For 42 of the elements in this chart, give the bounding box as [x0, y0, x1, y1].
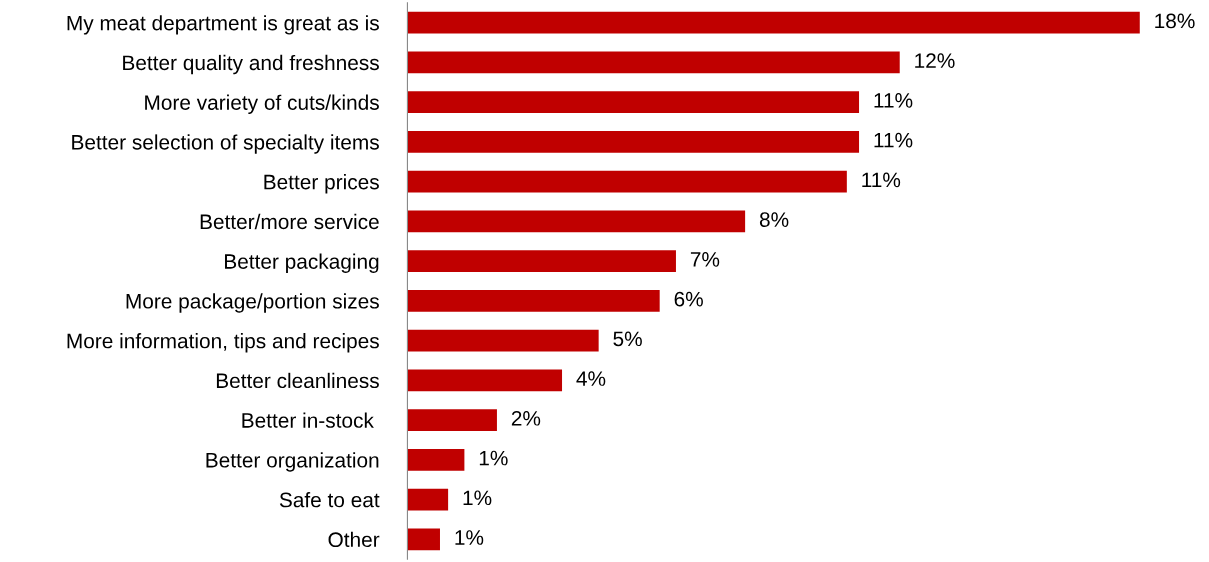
data-label: 4%: [576, 371, 606, 386]
y-tick-label: More variety of cuts/kinds: [145, 94, 379, 115]
y-tick-label: Better quality and freshness: [123, 54, 379, 75]
y-tick-label: More information, tips and recipes: [67, 333, 379, 353]
bar: [407, 329, 599, 352]
data-label: 2%: [511, 410, 541, 426]
data-label: 11%: [874, 93, 913, 108]
data-label: 5%: [613, 331, 642, 347]
y-tick-label: Better organization: [206, 452, 379, 472]
y-tick-label: Better in-stock: [242, 412, 374, 428]
bar: [407, 170, 847, 193]
data-label: 1%: [455, 530, 484, 545]
data-label: 11%: [874, 132, 913, 148]
bar: [407, 210, 746, 233]
y-tick-label: Better prices: [264, 174, 379, 194]
bar: [407, 130, 860, 153]
bar: [407, 51, 900, 74]
y-tick-label: Better cleanliness: [216, 372, 379, 389]
y-tick-label: Better packaging: [225, 253, 379, 273]
data-label: 18%: [1155, 13, 1195, 29]
bar: [407, 250, 676, 273]
data-label: 6%: [674, 291, 703, 307]
data-label: 8%: [759, 212, 789, 227]
data-label: 1%: [463, 490, 492, 506]
data-label: 7%: [690, 252, 720, 267]
y-tick-label: Other: [328, 531, 380, 548]
bar: [407, 409, 497, 432]
bar: [407, 91, 860, 114]
bar: [407, 11, 1140, 34]
bar: [407, 369, 563, 392]
bar: [407, 488, 449, 511]
bar: [407, 289, 660, 312]
bar: [407, 448, 465, 471]
data-label: 1%: [479, 450, 508, 466]
y-tick-label: Better selection of specialty items: [72, 134, 379, 154]
y-tick-label: Safe to eat: [279, 492, 380, 508]
bar: [407, 528, 440, 551]
y-tick-label: My meat department is great as is: [67, 15, 379, 35]
data-label: 12%: [915, 53, 955, 68]
data-label: 11%: [862, 172, 901, 188]
y-tick-label: More package/portion sizes: [126, 293, 379, 313]
y-tick-label: Better/more service: [200, 213, 379, 230]
